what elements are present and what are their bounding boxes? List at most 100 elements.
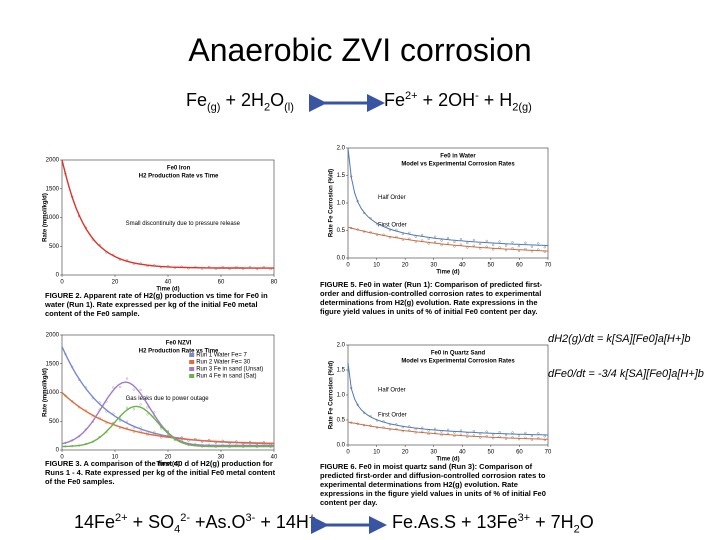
data-point — [414, 428, 417, 431]
data-point — [421, 430, 424, 433]
annotation: Gas leaks due to power outage — [126, 396, 210, 402]
figure-caption: FIGURE 2. Apparent rate of H2(g) product… — [45, 291, 268, 318]
data-point — [187, 267, 190, 270]
data-point — [119, 385, 122, 389]
y-tick-label: 2.0 — [337, 146, 346, 152]
equation-text: + 14H — [255, 512, 309, 532]
data-point — [433, 240, 437, 244]
data-point — [84, 226, 88, 229]
superscript: 2+ — [115, 512, 128, 524]
data-point — [173, 438, 176, 442]
data-point — [166, 430, 170, 434]
data-point — [537, 432, 540, 435]
data-point — [498, 431, 501, 434]
data-point — [395, 235, 398, 238]
equation-left: Fe(g) + 2H2O(l) — [186, 90, 294, 114]
data-point — [173, 266, 176, 270]
data-point — [98, 416, 101, 419]
x-tick-label: 0 — [346, 450, 350, 456]
x-tick-label: 20 — [402, 450, 409, 456]
y-tick-label: 0.0 — [337, 256, 346, 262]
data-point — [91, 415, 94, 418]
data-point — [369, 231, 372, 234]
data-point — [369, 415, 372, 418]
data-point — [207, 265, 211, 269]
data-point — [187, 444, 190, 447]
data-point — [421, 239, 424, 242]
y-tick-label: 500 — [49, 244, 60, 250]
x-tick-label: 60 — [516, 263, 523, 269]
curve — [347, 362, 549, 436]
data-point — [105, 410, 108, 413]
data-point — [119, 258, 122, 261]
x-tick-label: 0 — [346, 263, 350, 269]
x-axis-label: Time (d) — [436, 457, 459, 463]
data-point — [166, 435, 170, 438]
superscript: 2+ — [405, 90, 418, 102]
plot-title: Fe0 in Quartz Sand — [431, 351, 486, 357]
data-point — [125, 420, 129, 423]
data-point — [112, 386, 115, 389]
data-point — [248, 444, 252, 448]
equation-text: 14Fe — [74, 512, 116, 532]
data-point — [262, 441, 265, 444]
data-point — [388, 236, 392, 239]
data-point — [440, 243, 443, 247]
legend-swatch — [189, 367, 195, 371]
data-point — [194, 265, 197, 269]
subscript: 2(g) — [512, 101, 532, 114]
x-axis-label: Time (d) — [156, 462, 179, 468]
subscript: 2 — [573, 523, 580, 536]
data-point — [459, 429, 463, 432]
data-point — [91, 440, 94, 443]
data-point — [77, 214, 81, 218]
data-point — [248, 440, 252, 443]
data-point — [84, 428, 88, 431]
data-point — [146, 433, 149, 437]
data-point — [375, 223, 379, 226]
data-point — [453, 245, 456, 248]
superscript: 3+ — [517, 512, 531, 524]
data-point — [485, 434, 488, 438]
equation-text: + SO — [127, 512, 175, 532]
data-point — [77, 378, 81, 381]
data-point — [91, 397, 94, 400]
data-point — [414, 235, 417, 238]
data-point — [153, 432, 156, 436]
data-point — [221, 443, 224, 446]
data-point — [421, 426, 424, 429]
data-point — [71, 365, 74, 369]
y-tick-label: 1000 — [46, 215, 60, 221]
data-point — [180, 436, 183, 439]
data-point — [71, 400, 74, 403]
data-point — [421, 233, 424, 237]
subscript: 4 — [174, 523, 181, 536]
data-point — [485, 239, 488, 243]
y-tick-label: 0 — [56, 273, 60, 279]
data-point — [262, 443, 265, 446]
y-tick-label: 1500 — [46, 186, 60, 192]
data-point — [64, 445, 67, 448]
annotation: Small discontinuity due to pressure rele… — [126, 221, 241, 227]
equation-text: Fe.As.S + 13Fe — [392, 512, 518, 532]
y-tick-label: 0 — [56, 448, 60, 454]
equation-text: Fe — [384, 90, 406, 110]
annotation: First Order — [378, 223, 407, 229]
data-point — [64, 172, 67, 175]
data-point — [228, 267, 231, 270]
y-tick-label: 0.0 — [337, 443, 346, 449]
plot-area — [61, 334, 275, 451]
data-point — [84, 386, 88, 389]
data-point — [201, 267, 204, 270]
data-point — [427, 237, 430, 240]
data-point — [395, 423, 398, 426]
data-point — [472, 430, 475, 433]
data-point — [160, 427, 163, 430]
data-point — [363, 411, 366, 414]
data-point — [139, 388, 142, 392]
data-point — [401, 426, 404, 429]
data-point — [375, 419, 379, 422]
data-point — [242, 445, 245, 449]
x-tick-label: 40 — [271, 455, 278, 461]
data-point — [207, 444, 211, 448]
